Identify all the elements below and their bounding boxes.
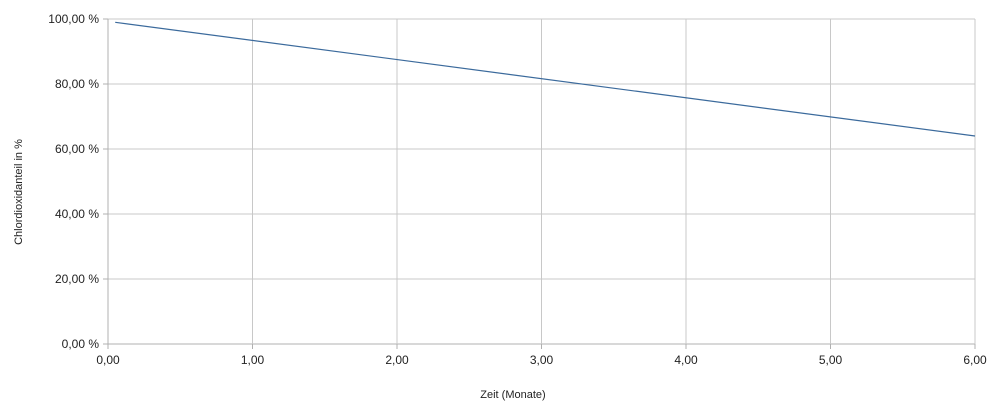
x-tick-label: 6,00 [963, 353, 987, 367]
plot-area [115, 21, 976, 137]
x-tick-label: 4,00 [674, 353, 698, 367]
x-tick-label: 3,00 [530, 353, 554, 367]
x-tick-label: 2,00 [385, 353, 409, 367]
y-tick-label: 0,00 % [62, 337, 100, 351]
y-tick-label: 40,00 % [55, 207, 99, 221]
x-tick-label: 1,00 [241, 353, 265, 367]
series-line [115, 21, 976, 137]
y-axis-title: Chlordioxidanteil in % [13, 139, 25, 245]
y-tick-label: 100,00 % [48, 12, 99, 26]
x-tick-label: 5,00 [819, 353, 843, 367]
y-tick-label: 80,00 % [55, 77, 99, 91]
x-axis-title: Zeit (Monate) [480, 389, 545, 401]
x-axis-ticks: 0,00 1,00 2,00 3,00 4,00 5,00 6,00 [96, 353, 987, 367]
x-tick-label: 0,00 [96, 353, 120, 367]
y-tick-label: 60,00 % [55, 142, 99, 156]
grid-lines [103, 18, 976, 349]
y-tick-label: 20,00 % [55, 272, 99, 286]
y-axis-ticks: 0,00 % 20,00 % 40,00 % 60,00 % 80,00 % 100,00… [48, 12, 99, 351]
